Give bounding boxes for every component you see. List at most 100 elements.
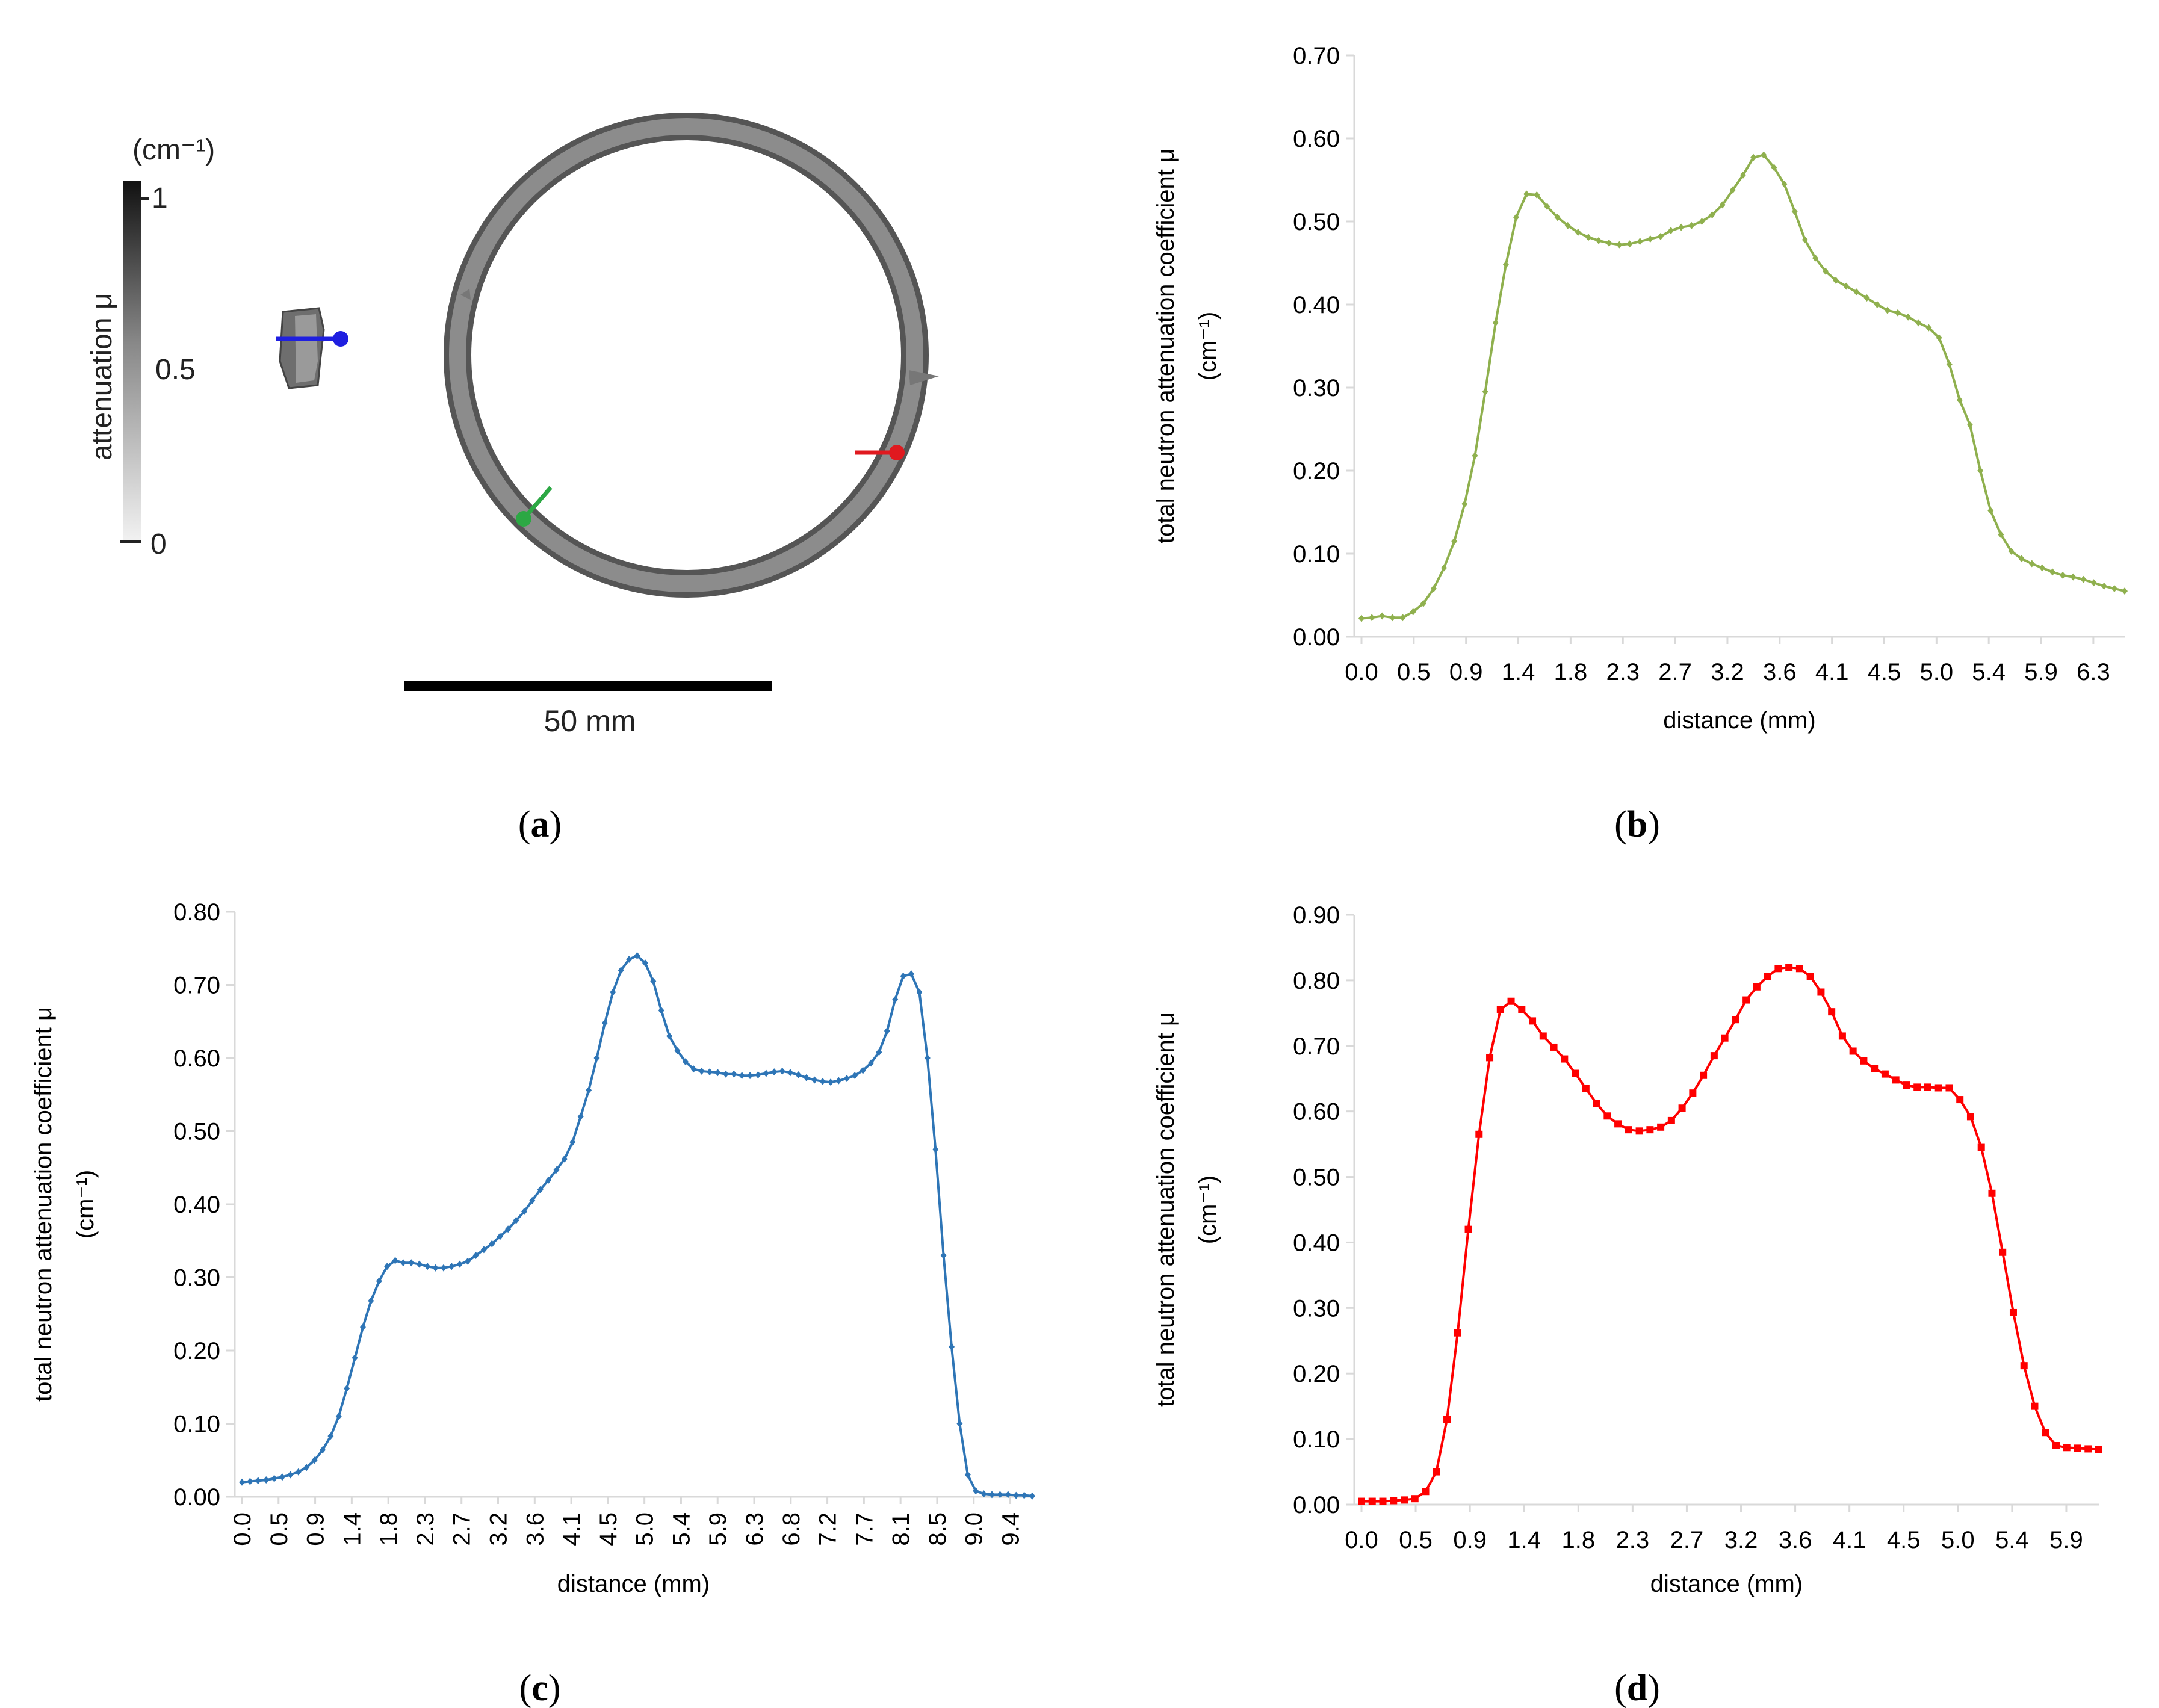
x-tick-label: 2.3: [412, 1512, 439, 1546]
data-point: [1657, 232, 1664, 240]
data-point: [2008, 547, 2015, 555]
y-axis-unit: (cm⁻¹): [72, 1170, 99, 1239]
data-point: [295, 1468, 302, 1476]
x-tick-label: 4.5: [595, 1512, 622, 1546]
data-point: [1502, 261, 1509, 268]
x-tick-label: 5.4: [1995, 1527, 2029, 1553]
x-tick-label: 1.8: [1561, 1527, 1595, 1553]
data-point: [940, 1252, 947, 1260]
x-tick-label: 5.4: [1972, 659, 2006, 685]
data-point: [1368, 1497, 1376, 1505]
data-point: [1572, 1069, 1579, 1077]
data-point: [1753, 983, 1761, 991]
data-point: [795, 1071, 802, 1078]
data-point: [1828, 1008, 1836, 1016]
data-point: [1699, 218, 1705, 225]
colorbar-gradient: [123, 181, 141, 542]
blue-profile-marker: [333, 331, 348, 347]
data-point: [2028, 560, 2035, 568]
data-point: [997, 1491, 1003, 1499]
data-point: [2080, 575, 2087, 583]
data-point: [1668, 227, 1674, 235]
data-point: [1874, 301, 1880, 308]
y-tick-label: 0.70: [173, 973, 220, 999]
data-point: [1534, 191, 1540, 199]
x-tick-label: 1.4: [339, 1512, 365, 1546]
x-tick-label: 2.7: [449, 1512, 475, 1546]
data-point: [1433, 1468, 1440, 1476]
data-point: [698, 1067, 705, 1075]
x-tick-label: 1.4: [1507, 1527, 1541, 1553]
colorbar-tick-0: 0: [150, 528, 167, 560]
x-tick-label: 9.0: [961, 1512, 988, 1546]
y-tick-label: 0.70: [1293, 43, 1340, 69]
data-point: [1801, 236, 1808, 244]
data-point: [1667, 1116, 1675, 1124]
x-tick-label: 5.4: [668, 1512, 695, 1546]
data-point: [577, 1113, 584, 1121]
data-point: [2111, 584, 2117, 592]
x-tick-label: 0.0: [1345, 659, 1378, 685]
data-point: [327, 1432, 334, 1440]
scale-bar-label: 50 mm: [544, 704, 636, 738]
data-point: [2063, 1444, 2071, 1452]
data-point: [682, 1058, 689, 1066]
data-point: [2074, 1444, 2081, 1452]
data-point: [1710, 1052, 1718, 1060]
data-point: [1657, 1123, 1665, 1131]
data-point: [1936, 334, 1942, 342]
x-tick-label: 3.2: [1724, 1527, 1758, 1553]
data-point: [456, 1260, 463, 1268]
y-tick-label: 0.00: [1293, 1492, 1340, 1518]
data-point: [1575, 228, 1581, 236]
data-point: [1637, 238, 1643, 246]
data-point: [908, 970, 915, 978]
y-tick-label: 0.60: [1293, 126, 1340, 152]
data-point: [731, 1070, 737, 1078]
y-tick-label: 0.80: [173, 899, 220, 926]
data-point: [545, 1176, 552, 1184]
small-sample-image: [279, 307, 325, 389]
x-tick-label: 1.4: [1502, 659, 1535, 685]
data-point: [440, 1264, 447, 1272]
x-tick-label: 4.1: [1815, 659, 1849, 685]
x-tick-label: 5.0: [1920, 659, 1954, 685]
data-point: [311, 1456, 318, 1464]
data-point: [1915, 319, 1922, 327]
data-point: [2101, 582, 2107, 590]
data-point: [432, 1264, 439, 1272]
data-point: [505, 1225, 512, 1233]
data-point: [1544, 203, 1550, 211]
y-axis-unit: (cm⁻¹): [1195, 312, 1221, 380]
data-point: [1625, 1126, 1632, 1134]
data-point: [1606, 239, 1612, 247]
data-point: [1833, 276, 1839, 284]
data-point: [1774, 965, 1782, 973]
y-tick-label: 0.30: [173, 1265, 220, 1292]
panel-label-letter: b: [1627, 804, 1647, 845]
y-tick-label: 0.80: [1293, 968, 1340, 994]
y-tick-label: 0.40: [1293, 1230, 1340, 1256]
y-tick-label: 0.90: [1293, 902, 1340, 929]
data-point: [472, 1252, 479, 1260]
y-tick-label: 0.20: [173, 1338, 220, 1364]
data-point: [1029, 1492, 1035, 1500]
x-tick-label: 3.6: [1763, 659, 1797, 685]
data-point: [1603, 1112, 1611, 1120]
data-point: [964, 1471, 971, 1479]
data-point: [747, 1072, 754, 1080]
data-point: [416, 1260, 423, 1268]
data-point: [561, 1155, 568, 1163]
data-point: [626, 955, 633, 963]
data-point: [569, 1138, 576, 1146]
x-tick-label: 4.1: [559, 1512, 585, 1546]
data-point: [835, 1077, 842, 1085]
x-tick-label: 2.3: [1606, 659, 1640, 685]
y-tick-label: 0.50: [1293, 1165, 1340, 1191]
data-point: [1561, 1055, 1569, 1063]
data-point: [1379, 612, 1386, 620]
data-point: [1461, 500, 1468, 508]
data-point: [1539, 1032, 1547, 1040]
data-point: [1764, 973, 1771, 980]
y-tick-label: 0.70: [1293, 1033, 1340, 1060]
